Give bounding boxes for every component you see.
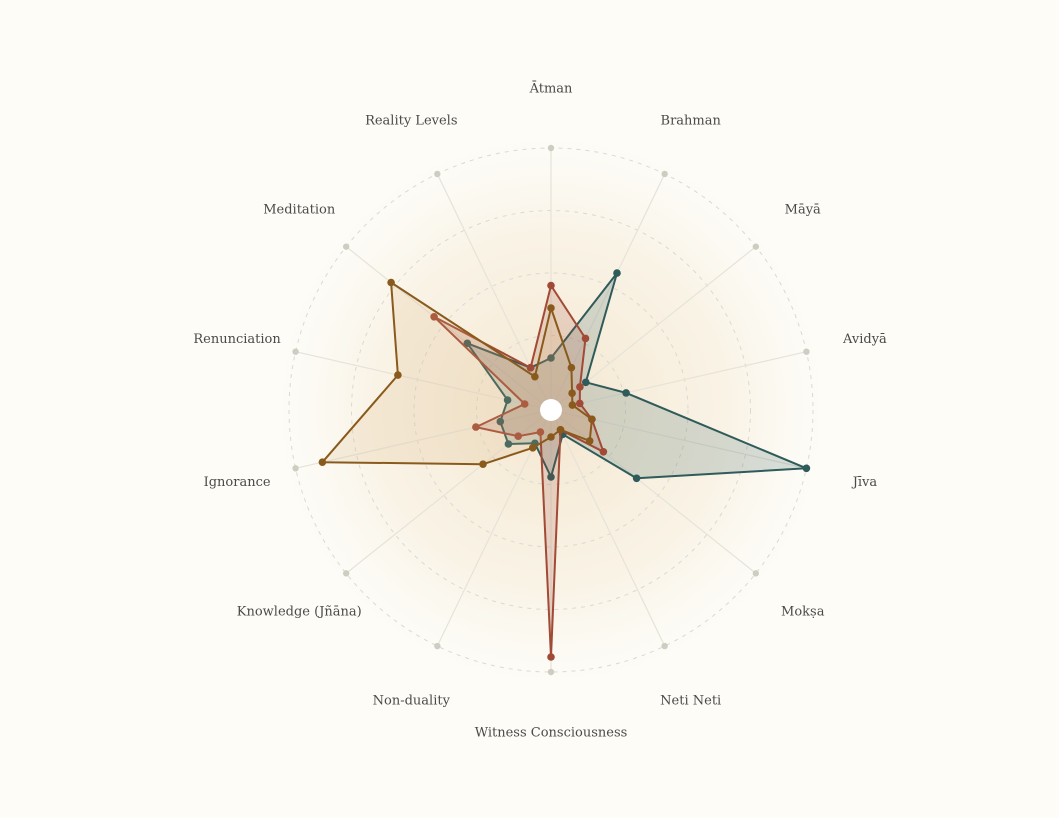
axis-label: Avidyā [842, 332, 887, 347]
axis-spoke [295, 409, 552, 469]
data-point [503, 396, 512, 404]
data-point [547, 354, 555, 362]
axis-end-dot [434, 170, 441, 178]
axis-labels: Ātman Brahman Māyā Avidyā Jīva Mokṣa Neti Neti… [193, 81, 887, 741]
axis-label: Jīva [851, 475, 878, 490]
axis-label: Ignorance [204, 475, 271, 490]
axis-label: Reality Levels [365, 113, 457, 128]
data-point [599, 448, 608, 456]
data-point [479, 460, 487, 469]
data-point [394, 371, 402, 379]
axis-end-dot [292, 465, 299, 472]
axis-label: Mokṣa [781, 604, 825, 619]
axis-end-dot [342, 243, 350, 250]
data-point [514, 432, 522, 441]
axis-end-dot [752, 243, 760, 250]
data-point [576, 399, 584, 408]
data-point [318, 458, 327, 467]
axis-end-dot [752, 570, 760, 577]
axis-spoke [345, 246, 552, 411]
axis-end-dot [342, 570, 350, 577]
axis-end-dot [803, 348, 810, 355]
axis-spoke [550, 409, 666, 647]
axis-end-dot [547, 144, 555, 152]
axis-label: Māyā [785, 203, 821, 218]
data-point [568, 401, 577, 409]
axis-end-dot [661, 642, 668, 650]
data-point [430, 313, 438, 321]
data-point [581, 334, 590, 343]
axis-label: Neti Neti [660, 694, 721, 709]
center-hub [540, 399, 562, 421]
data-point [547, 653, 555, 661]
axis-label: Witness Consciousness [475, 726, 628, 741]
axis-label: Meditation [263, 203, 336, 218]
data-point [567, 363, 576, 372]
data-point [547, 304, 555, 312]
data-point [472, 423, 480, 431]
data-point [582, 378, 590, 387]
axis-label: Renunciation [193, 332, 281, 347]
axis-label: Ātman [529, 81, 573, 97]
data-point [520, 400, 529, 408]
series-group [318, 278, 596, 469]
data-point [463, 339, 472, 348]
data-point [547, 281, 555, 290]
data-point [632, 474, 641, 483]
axis-label: Knowledge (Jñāna) [237, 604, 362, 619]
data-point [547, 433, 555, 441]
data-point [588, 415, 596, 424]
data-point [613, 269, 621, 277]
data-point [547, 473, 555, 481]
series-layer [318, 269, 811, 661]
data-point [568, 389, 576, 398]
data-point [576, 383, 584, 391]
axis-end-dot [434, 642, 441, 650]
data-point [531, 372, 539, 381]
data-point [504, 440, 513, 448]
axis-end-dot [547, 668, 555, 676]
data-point [622, 389, 630, 397]
axis-label: Brahman [661, 113, 722, 128]
data-point [802, 464, 811, 473]
grid-ring [413, 272, 689, 548]
axis-end-dot [292, 348, 299, 355]
axis-spoke [550, 351, 807, 411]
axis-label: Non-duality [373, 694, 451, 709]
data-point [585, 437, 594, 445]
data-point [526, 363, 535, 372]
data-point [387, 278, 395, 287]
axis-spoke [550, 409, 757, 574]
axis-end-dot [661, 170, 668, 178]
data-point [496, 417, 505, 426]
data-point [556, 426, 565, 434]
data-point [529, 444, 537, 452]
data-point [536, 428, 545, 436]
grid-ring [476, 335, 626, 485]
